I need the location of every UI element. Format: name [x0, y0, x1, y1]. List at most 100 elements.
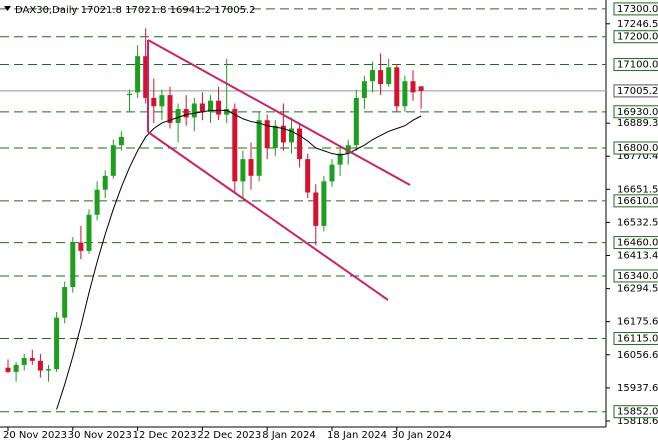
- candle-body: [256, 120, 262, 176]
- level-label: 16115.0: [617, 334, 658, 345]
- y-tick-label: 16889.3: [617, 118, 658, 129]
- current-price-label: 17005.2: [617, 86, 658, 97]
- candle-body: [191, 103, 197, 118]
- candle-body: [370, 70, 375, 82]
- candle-body: [199, 103, 205, 112]
- candle-body: [208, 100, 213, 112]
- y-tick-label: 16056.6: [617, 350, 658, 361]
- candle-body: [21, 358, 27, 365]
- candle-body: [135, 56, 141, 93]
- level-label: 16800.0: [617, 143, 658, 154]
- candle-body: [46, 369, 51, 371]
- level-label: 15852.0: [617, 407, 658, 418]
- candle-body: [248, 159, 254, 176]
- candle-body: [329, 164, 335, 182]
- candle-body: [216, 100, 222, 115]
- candle-body: [321, 181, 327, 226]
- candle-body: [386, 67, 392, 85]
- y-tick-label: 16294.5: [617, 284, 658, 295]
- x-tick-label: 20 Nov 2023: [3, 430, 67, 441]
- level-box: [613, 236, 658, 250]
- level-box: [613, 194, 658, 208]
- y-tick-label: 16175.6: [617, 317, 658, 328]
- y-tick-label: 16532.5: [617, 217, 658, 228]
- candle-body: [264, 120, 270, 148]
- candle-body: [86, 214, 92, 251]
- candle-body: [159, 95, 165, 107]
- level-box: [613, 30, 658, 44]
- price-axis: 17246.5 16889.3 16770.4 16651.5 16532.5 16413…: [606, 2, 658, 427]
- candle-body: [394, 67, 400, 107]
- candle-body: [353, 97, 359, 146]
- level-box: [613, 105, 658, 119]
- level-label: 16340.0: [617, 271, 658, 282]
- x-tick-label: 18 Jan 2024: [327, 430, 387, 441]
- channel-upper: [147, 39, 411, 186]
- candle-body: [37, 360, 43, 371]
- level-box: [613, 332, 658, 346]
- candle-body: [272, 125, 278, 148]
- candle-body: [151, 97, 157, 107]
- x-tick-label: 12 Dec 2023: [133, 430, 197, 441]
- candle-body: [418, 86, 424, 91]
- candle-body: [102, 175, 108, 190]
- y-tick-label: 16651.5: [617, 184, 658, 195]
- candle-body: [402, 81, 408, 107]
- level-box: [613, 58, 658, 72]
- plot-area: [0, 8, 606, 413]
- candle-body: [345, 145, 351, 154]
- channel-lower: [147, 131, 389, 301]
- x-tick-label: 30 Nov 2023: [68, 430, 132, 441]
- candle-body: [110, 145, 116, 176]
- candle-body: [78, 242, 84, 251]
- candle-body: [224, 109, 230, 115]
- y-tick-label: 17246.5: [617, 19, 658, 30]
- level-label: 17100.0: [617, 60, 658, 71]
- y-tick-label: 15937.6: [617, 383, 658, 394]
- candle-body: [280, 125, 286, 143]
- candle-body: [143, 56, 149, 98]
- candle-body: [62, 287, 68, 318]
- candle-body: [13, 364, 19, 372]
- current-price-box: [613, 84, 658, 98]
- level-label: 16610.0: [617, 196, 658, 207]
- candle-body: [313, 192, 319, 226]
- moving-average: [56, 109, 422, 410]
- level-box: [613, 269, 658, 283]
- candle-body: [29, 358, 35, 361]
- candle-body: [297, 128, 303, 160]
- candle-body: [183, 109, 189, 118]
- level-box: [613, 2, 658, 16]
- level-box: [613, 141, 658, 155]
- y-tick-label: 15818.6: [617, 416, 658, 427]
- candle-body: [337, 153, 343, 165]
- candle-body: [378, 70, 384, 85]
- menu-icon[interactable]: [4, 6, 11, 11]
- candle-body: [361, 81, 367, 98]
- candle-body: [175, 109, 181, 123]
- chart-title: DAX30,Daily 17021.8 17021.8 16941.2 1700…: [15, 5, 256, 16]
- x-tick-label: 8 Jan 2024: [262, 430, 316, 441]
- level-label: 16460.0: [617, 238, 658, 249]
- y-tick-label: 16413.4: [617, 251, 658, 262]
- level-box: [613, 405, 658, 419]
- candle-body: [410, 81, 416, 93]
- x-tick-label: 22 Dec 2023: [197, 430, 261, 441]
- candle-body: [94, 189, 100, 215]
- candle-body: [305, 159, 311, 193]
- candle-body: [5, 367, 11, 372]
- candle-body: [289, 128, 294, 143]
- y-tick-label: 16770.4: [617, 151, 658, 162]
- x-tick-label: 30 Jan 2024: [392, 430, 452, 441]
- candle-body: [240, 159, 246, 182]
- level-label: 16930.0: [617, 107, 658, 118]
- level-label: 17300.0: [617, 4, 658, 15]
- candle-body: [167, 95, 173, 123]
- candle-body: [70, 242, 76, 288]
- level-label: 17200.0: [617, 32, 658, 43]
- candle-body: [127, 93, 132, 96]
- candle-body: [118, 136, 124, 146]
